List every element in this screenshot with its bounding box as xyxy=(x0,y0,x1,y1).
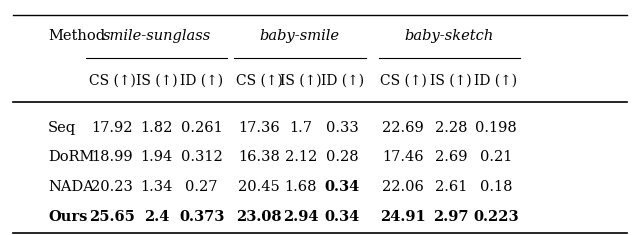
Text: 16.38: 16.38 xyxy=(238,150,280,164)
Text: 0.28: 0.28 xyxy=(326,150,358,164)
Text: 0.34: 0.34 xyxy=(324,180,360,194)
Text: 2.69: 2.69 xyxy=(435,150,467,164)
Text: smile-sunglass: smile-sunglass xyxy=(102,29,211,43)
Text: 25.65: 25.65 xyxy=(89,210,135,224)
Text: IS (↑): IS (↑) xyxy=(430,74,472,88)
Text: baby-sketch: baby-sketch xyxy=(404,29,494,43)
Text: 0.27: 0.27 xyxy=(186,180,218,194)
Text: 1.34: 1.34 xyxy=(141,180,173,194)
Text: 23.08: 23.08 xyxy=(236,210,282,224)
Text: 2.12: 2.12 xyxy=(285,150,317,164)
Text: 2.97: 2.97 xyxy=(433,210,469,224)
Text: 0.223: 0.223 xyxy=(473,210,519,224)
Text: CS (↑): CS (↑) xyxy=(380,74,427,88)
Text: Seq: Seq xyxy=(48,121,76,135)
Text: 18.99: 18.99 xyxy=(91,150,133,164)
Text: 0.33: 0.33 xyxy=(326,121,359,135)
Text: 1.68: 1.68 xyxy=(285,180,317,194)
Text: IS (↑): IS (↑) xyxy=(136,74,178,88)
Text: 1.82: 1.82 xyxy=(141,121,173,135)
Text: 17.92: 17.92 xyxy=(92,121,132,135)
Text: 2.94: 2.94 xyxy=(283,210,319,224)
Text: 0.198: 0.198 xyxy=(475,121,517,135)
Text: Ours: Ours xyxy=(48,210,88,224)
Text: CS (↑): CS (↑) xyxy=(236,74,283,88)
Text: 2.4: 2.4 xyxy=(144,210,170,224)
Text: 22.06: 22.06 xyxy=(382,180,424,194)
Text: 2.61: 2.61 xyxy=(435,180,467,194)
Text: IS (↑): IS (↑) xyxy=(280,74,322,88)
Text: 0.312: 0.312 xyxy=(180,150,223,164)
Text: ID (↑): ID (↑) xyxy=(180,74,223,88)
Text: DoRM: DoRM xyxy=(48,150,94,164)
Text: 17.46: 17.46 xyxy=(382,150,424,164)
Text: Method: Method xyxy=(48,29,105,43)
Text: 20.23: 20.23 xyxy=(91,180,133,194)
Text: 1.7: 1.7 xyxy=(289,121,312,135)
Text: NADA: NADA xyxy=(48,180,94,194)
Text: ID (↑): ID (↑) xyxy=(474,74,518,88)
Text: ID (↑): ID (↑) xyxy=(321,74,364,88)
Text: 0.373: 0.373 xyxy=(179,210,224,224)
Text: 0.261: 0.261 xyxy=(180,121,223,135)
Text: 17.36: 17.36 xyxy=(238,121,280,135)
Text: CS (↑): CS (↑) xyxy=(88,74,136,88)
Text: 0.18: 0.18 xyxy=(480,180,512,194)
Text: 1.94: 1.94 xyxy=(141,150,173,164)
Text: 0.34: 0.34 xyxy=(324,210,360,224)
Text: 0.21: 0.21 xyxy=(480,150,512,164)
Text: baby-smile: baby-smile xyxy=(260,29,340,43)
Text: 24.91: 24.91 xyxy=(380,210,426,224)
Text: 20.45: 20.45 xyxy=(238,180,280,194)
Text: 22.69: 22.69 xyxy=(382,121,424,135)
Text: 2.28: 2.28 xyxy=(435,121,467,135)
